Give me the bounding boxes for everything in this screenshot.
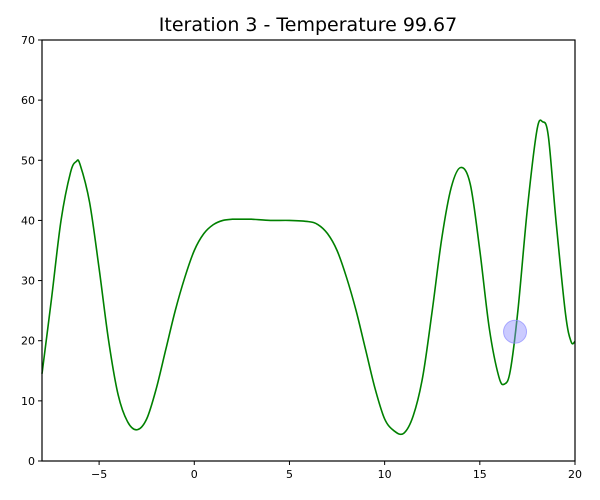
y-tick-label: 60 xyxy=(21,94,35,107)
y-tick-label: 30 xyxy=(21,275,35,288)
y-tick-label: 70 xyxy=(21,34,35,47)
x-tick-label: −5 xyxy=(91,468,107,481)
current-point-marker xyxy=(503,319,528,344)
chart-title: Iteration 3 - Temperature 99.67 xyxy=(159,14,457,36)
plot-frame xyxy=(41,39,576,462)
x-tick-label: 20 xyxy=(568,468,582,481)
axes: −5 0 5 10 15 20 0 10 20 30 40 50 60 70 xyxy=(21,34,582,481)
y-tick-label: 50 xyxy=(21,154,35,167)
y-tick-label: 40 xyxy=(21,214,35,227)
x-tick-label: 15 xyxy=(473,468,487,481)
x-tick-label: 0 xyxy=(191,468,198,481)
plot-area xyxy=(41,119,576,436)
y-tick-label: 10 xyxy=(21,395,35,408)
x-tick-label: 5 xyxy=(286,468,293,481)
y-tick-label: 20 xyxy=(21,335,35,348)
series-line-0 xyxy=(41,119,576,436)
x-tick-label: 10 xyxy=(378,468,392,481)
y-tick-label: 0 xyxy=(28,455,35,468)
